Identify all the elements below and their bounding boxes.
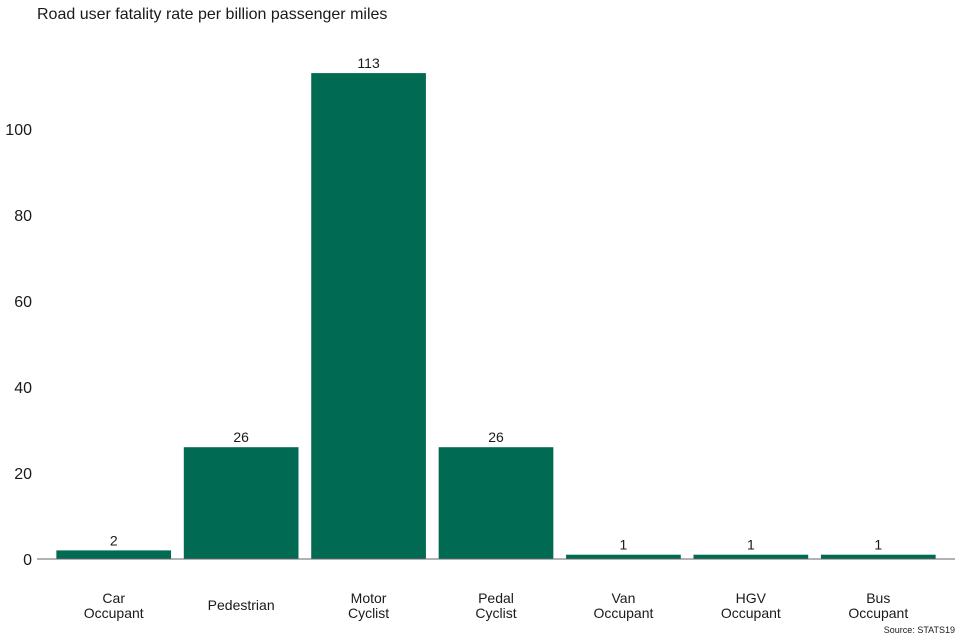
- data-label: 26: [488, 429, 504, 445]
- data-label: 113: [357, 55, 380, 71]
- x-tick-label: Van Occupant: [593, 590, 653, 621]
- x-tick-label: Pedal Cyclist: [475, 590, 516, 621]
- x-tick-label: Pedestrian: [208, 597, 275, 613]
- bar: [820, 554, 936, 559]
- bars: [56, 73, 936, 559]
- data-labels: 2 26 113 26 1 1 1: [110, 55, 883, 553]
- y-tick-label: 80: [14, 208, 32, 225]
- y-axis: 0 20 40 60 80 100: [5, 122, 32, 569]
- y-tick-label: 0: [23, 552, 32, 569]
- x-axis: Car Occupant Pedestrian Motor Cyclist Pedal Cy…: [84, 590, 909, 621]
- data-label: 2: [110, 532, 118, 548]
- bar: [693, 554, 809, 559]
- x-tick-label: HGV Occupant: [721, 590, 781, 621]
- bar: [183, 447, 299, 559]
- y-tick-label: 20: [14, 466, 32, 483]
- y-tick-label: 60: [14, 294, 32, 311]
- bar: [56, 550, 172, 559]
- bar: [566, 554, 681, 559]
- data-label: 1: [874, 537, 882, 553]
- x-tick-label: Motor Cyclist: [348, 590, 389, 621]
- y-tick-label: 100: [5, 122, 32, 139]
- bar: [438, 447, 554, 559]
- data-label: 1: [620, 537, 628, 553]
- x-tick-label: Car Occupant: [84, 590, 144, 621]
- y-tick-label: 40: [14, 380, 32, 397]
- source-note: Source: STATS19: [884, 625, 955, 635]
- data-label: 1: [747, 537, 755, 553]
- chart-title: Road user fatality rate per billion pass…: [37, 6, 387, 23]
- bar: [311, 73, 426, 559]
- x-tick-label: Bus Occupant: [848, 590, 908, 621]
- data-label: 26: [233, 429, 249, 445]
